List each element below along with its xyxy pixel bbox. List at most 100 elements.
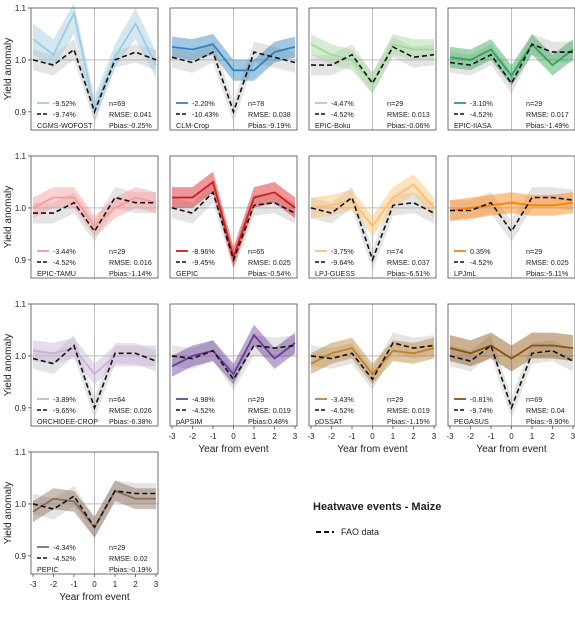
legend-fao-label: FAO data [341, 527, 379, 537]
model-name: EPIC-TAMU [37, 269, 76, 278]
fao-change-label: -9.74% [470, 406, 493, 415]
model-change-label: -3.10% [470, 99, 493, 108]
fao-line [450, 196, 574, 233]
model-name: PEGASUS [454, 417, 489, 426]
fao-change-label: -9.65% [53, 406, 76, 415]
x-tick-label: 0 [92, 580, 97, 589]
model-range-band [450, 332, 573, 372]
fao-line [171, 50, 296, 115]
panel-frame [447, 155, 575, 279]
x-tick-label: 1 [113, 580, 118, 589]
sample-size: n=29 [109, 543, 125, 552]
fao-change-label: -4.52% [53, 554, 76, 563]
panel-frame [447, 7, 575, 131]
fao-change-label: -9.64% [331, 258, 354, 267]
y-tick-label: 1.1 [15, 448, 27, 457]
rmse-value: RMSE: 0.025 [526, 258, 569, 267]
x-tick-label: -3 [446, 432, 454, 441]
y-tick-label: 1.0 [15, 56, 27, 65]
rmse-value: RMSE: 0.037 [387, 258, 430, 267]
panel-cgms-wofost: 0.9 1.0 1.1 Yield anomaly -9.52% -9.74% CGMS-W… [3, 2, 159, 131]
model-change-label: -4.34% [53, 543, 76, 552]
model-name: PEPIC [37, 565, 59, 574]
sample-size: n=69 [109, 99, 125, 108]
panel-pepic: 0.9 1.0 1.1 Yield anomaly -3 -2 -1 0 1 2 3 Year fro… [3, 448, 159, 603]
panel-frame [169, 7, 298, 131]
sample-size: n=29 [248, 395, 264, 404]
rmse-value: RMSE: 0.013 [387, 110, 430, 119]
rmse-value: RMSE: 0.019 [248, 406, 291, 415]
model-range-band [311, 337, 434, 385]
sample-size: n=64 [109, 395, 125, 404]
x-tick-label: -2 [189, 432, 197, 441]
panel-lpjml: 0.35% -4.52% LPJmL n=29 RMSE: 0.025 Pbias:-5.… [447, 155, 575, 279]
rmse-value: RMSE: 0.04 [526, 406, 565, 415]
pbias-value: Pbias:0.48% [248, 417, 289, 426]
model-name: pDSSAT [315, 417, 343, 426]
fao-line [171, 344, 296, 381]
x-tick-label: -2 [328, 432, 336, 441]
x-tick-label: 1 [252, 432, 257, 441]
model-range-band [450, 192, 573, 221]
fao-line [449, 43, 573, 85]
x-tick-label: 2 [411, 432, 416, 441]
panel-pdssat: -3 -2 -1 0 1 2 3 Year from event -3.43% -4.52% pDS… [307, 303, 437, 455]
model-range-band [172, 324, 295, 385]
model-range-band [33, 337, 156, 385]
rmse-value: RMSE: 0.016 [109, 258, 152, 267]
y-tick-label: 0.9 [15, 108, 27, 117]
y-tick-label: 0.9 [15, 256, 27, 265]
panel-frame [169, 155, 298, 279]
fao-change-label: -10.43% [192, 110, 219, 119]
fao-change-label: -4.52% [331, 110, 354, 119]
x-tick-label: -3 [29, 580, 37, 589]
fao-range-band [172, 182, 295, 271]
sample-size: n=65 [248, 247, 264, 256]
fao-range-band [450, 335, 573, 419]
model-change-label: -3.44% [53, 247, 76, 256]
x-tick-label: -3 [307, 432, 315, 441]
x-axis-label: Year from event [198, 444, 268, 455]
x-tick-label: 3 [154, 580, 159, 589]
y-tick-label: 1.1 [15, 152, 27, 161]
fao-change-label: -4.52% [192, 406, 215, 415]
pbias-value: Pbias:-1.49% [526, 121, 569, 130]
sample-size: n=29 [109, 247, 125, 256]
pbias-value: Pbias:-0.54% [248, 269, 291, 278]
model-change-label: -2.20% [192, 99, 215, 108]
fao-change-label: -4.52% [470, 110, 493, 119]
fao-line [310, 196, 435, 263]
sample-size: n=29 [526, 247, 542, 256]
model-line [310, 43, 434, 85]
fao-range-band [172, 335, 295, 390]
sample-size: n=29 [387, 395, 403, 404]
model-line [310, 347, 435, 376]
rmse-value: RMSE: 0.026 [109, 406, 152, 415]
panel-epic-boku: -4.47% -4.52% EPIC-Boku n=29 RMSE: 0.013 Pbia… [308, 7, 437, 131]
sample-size: n=74 [387, 247, 403, 256]
pbias-value: Pbias:-1.15% [387, 417, 430, 426]
x-tick-label: 0 [370, 432, 375, 441]
model-line [449, 42, 574, 78]
x-axis-label: Year from event [476, 444, 546, 455]
panel-frame [308, 7, 437, 131]
x-tick-label: 2 [272, 432, 277, 441]
pbias-value: Pbias:-6.51% [387, 269, 430, 278]
fao-change-label: -9.74% [53, 110, 76, 119]
pbias-value: Pbias:-0.06% [387, 121, 430, 130]
model-line [32, 196, 157, 228]
x-tick-label: 1 [530, 432, 535, 441]
pbias-value: Pbias:-0.19% [109, 565, 152, 574]
x-tick-label: -1 [70, 580, 78, 589]
x-tick-label: -2 [50, 580, 58, 589]
x-tick-label: 0 [231, 432, 236, 441]
model-name: GEPIC [176, 269, 198, 278]
pbias-value: Pbias:-9.90% [526, 417, 569, 426]
panel-frame [30, 155, 159, 279]
fao-line [310, 341, 435, 381]
fao-line [32, 344, 157, 411]
rmse-value: RMSE: 0.017 [526, 110, 569, 119]
panel-frame [30, 7, 159, 131]
model-line [171, 43, 296, 72]
